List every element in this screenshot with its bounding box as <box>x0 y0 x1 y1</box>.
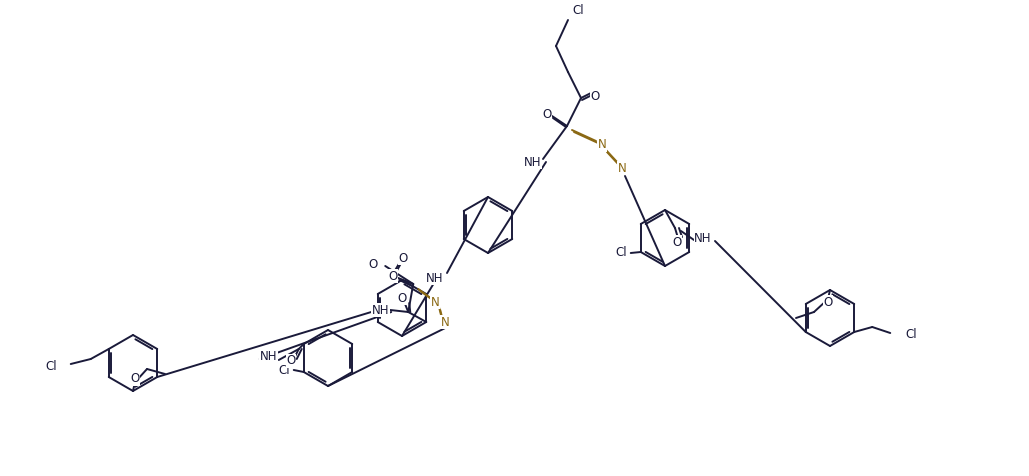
Text: O: O <box>397 291 406 305</box>
Text: O: O <box>672 236 681 248</box>
Text: NH: NH <box>524 156 541 169</box>
Text: N: N <box>440 316 450 328</box>
Text: NH: NH <box>260 350 278 364</box>
Text: N: N <box>431 296 439 308</box>
Text: O: O <box>591 89 600 102</box>
Text: O: O <box>823 296 832 308</box>
Text: NH: NH <box>426 271 443 285</box>
Text: N: N <box>617 161 627 175</box>
Text: O: O <box>286 355 295 367</box>
Text: Cl: Cl <box>572 3 583 17</box>
Text: Cl: Cl <box>45 359 57 373</box>
Text: NH: NH <box>695 231 712 245</box>
Text: Cl: Cl <box>615 246 627 258</box>
Text: O: O <box>398 251 407 265</box>
Text: O: O <box>368 258 378 270</box>
Text: O: O <box>542 108 552 120</box>
Text: NH: NH <box>371 304 389 317</box>
Text: O: O <box>131 373 140 386</box>
Text: Cl: Cl <box>906 328 917 341</box>
Text: N: N <box>598 139 606 151</box>
Text: Cl: Cl <box>278 364 290 377</box>
Text: O: O <box>389 269 398 282</box>
